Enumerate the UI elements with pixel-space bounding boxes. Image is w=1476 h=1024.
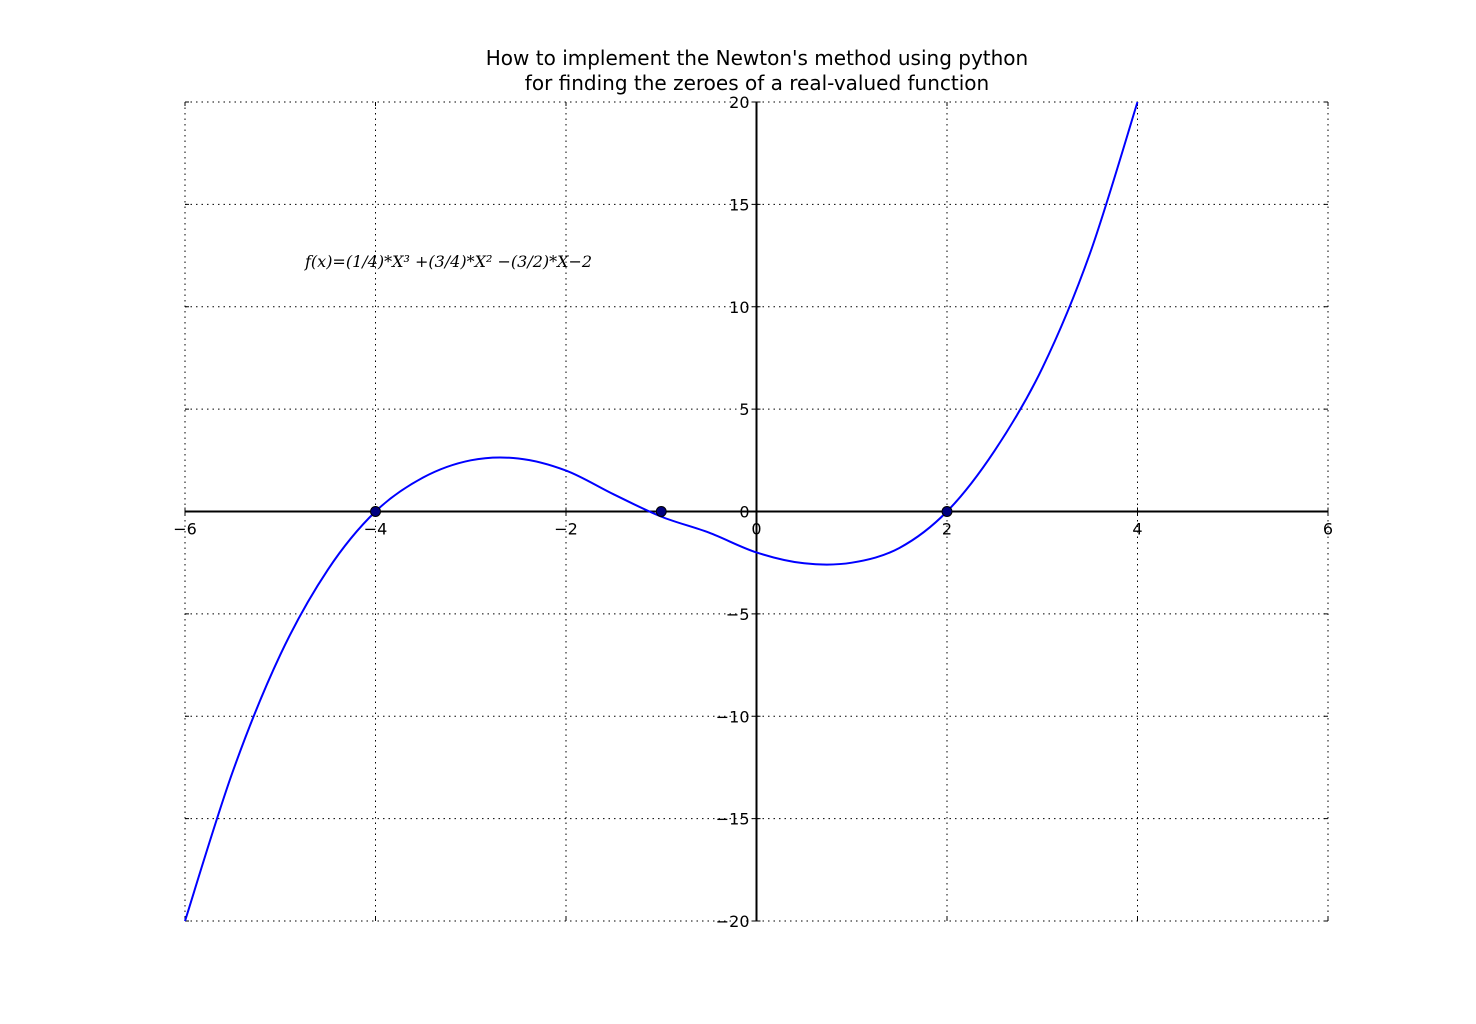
y-tick-label: 5 — [739, 400, 749, 419]
y-tick-label: 0 — [739, 503, 749, 522]
y-tick-label: 10 — [729, 298, 749, 317]
function-annotation: f(x)=(1/4)*X³ +(3/4)*X² −(3/2)*X−2 — [304, 252, 592, 271]
x-tick-label: −4 — [364, 520, 388, 539]
y-tick-label: 20 — [729, 93, 749, 112]
x-tick-label: −6 — [173, 520, 197, 539]
x-tick-label: −2 — [554, 520, 578, 539]
x-tick-label: 6 — [1323, 520, 1333, 539]
root-point — [941, 506, 953, 517]
x-tick-label: 2 — [942, 520, 952, 539]
x-tick-label: 4 — [1132, 520, 1142, 539]
x-tick-label: 0 — [751, 520, 761, 539]
chart-title: How to implement the Newton's method usi… — [485, 46, 1029, 70]
y-tick-label: −15 — [716, 810, 750, 829]
points — [370, 506, 953, 517]
root-point — [370, 506, 381, 517]
y-tick-label: −20 — [716, 912, 750, 931]
chart-subtitle: for finding the zeroes of a real-valued … — [524, 71, 990, 95]
y-tick-label: −5 — [726, 605, 750, 624]
root-point — [655, 506, 667, 517]
y-tick-label: −10 — [716, 707, 750, 726]
y-tick-label: 15 — [729, 195, 749, 214]
